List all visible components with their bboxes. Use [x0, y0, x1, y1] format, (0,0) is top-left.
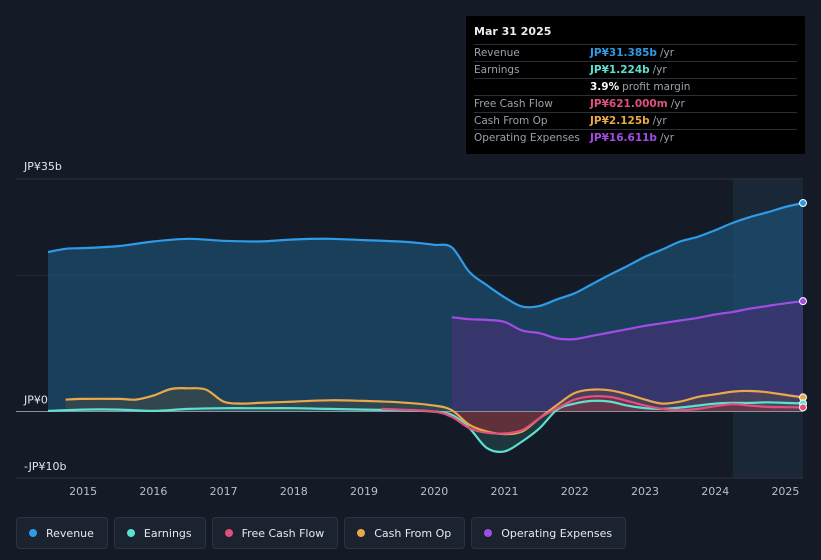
free-cash-flow-area	[381, 396, 803, 434]
tooltip-rows: Revenue JP¥31.385b/yr Earnings JP¥1.224b/yr…	[474, 44, 797, 146]
tooltip-row-value: JP¥621.000m	[590, 98, 668, 110]
y-tick-label-zero: JP¥0	[23, 394, 48, 407]
legend-item-free-cash-flow[interactable]: Free Cash Flow	[211, 517, 339, 549]
x-tick-label: 2020	[420, 485, 448, 498]
legend-item-revenue[interactable]: Revenue	[16, 517, 108, 549]
tooltip-row-label: Earnings	[474, 64, 520, 76]
x-tick-label: 2015	[69, 485, 97, 498]
legend-dot-icon	[357, 529, 366, 537]
tooltip-row: Revenue JP¥31.385b/yr	[474, 44, 797, 61]
tooltip-row: Earnings JP¥1.224b/yr	[474, 61, 797, 78]
x-tick-label: 2025	[771, 485, 799, 498]
x-axis: 2015 2016 2017 2018 2019 2020 2021 2022 2023 2024…	[69, 485, 799, 498]
tooltip-row: Cash From Op JP¥2.125b/yr	[474, 112, 797, 129]
x-tick-label: 2018	[280, 485, 308, 498]
series-lines	[47, 201, 804, 453]
tooltip-row-label: Cash From Op	[474, 115, 548, 127]
x-tick-label: 2017	[210, 485, 238, 498]
operating-expenses-end-point	[799, 297, 807, 306]
tooltip-row-label: Revenue	[474, 47, 520, 59]
legend-item-cash-from-op[interactable]: Cash From Op	[344, 517, 466, 549]
tooltip-row-value: JP¥16.611b	[590, 132, 657, 144]
tooltip-row-unit: profit margin	[622, 81, 691, 93]
x-tick-label: 2022	[561, 485, 589, 498]
tooltip-row-unit: /yr	[659, 132, 675, 144]
legend-dot-icon	[224, 529, 233, 537]
y-tick-label-bottom: -JP¥10b	[24, 460, 66, 473]
legend-item-operating-expenses[interactable]: Operating Expenses	[471, 517, 627, 549]
x-tick-label: 2024	[701, 485, 729, 498]
tooltip-row-value: JP¥1.224b	[590, 64, 650, 76]
x-tick-label: 2023	[631, 485, 659, 498]
tooltip-row-unit: /yr	[652, 115, 667, 127]
y-tick-label-top: JP¥35b	[23, 160, 62, 173]
tooltip-row-label: Operating Expenses	[474, 132, 580, 144]
tooltip-row-label	[474, 79, 590, 95]
legend-label: Free Cash Flow	[241, 526, 325, 540]
free-cash-flow-line	[381, 394, 804, 435]
legend-dot-icon	[29, 529, 37, 537]
legend: Revenue Earnings Free Cash Flow Cash From O…	[16, 517, 627, 549]
x-tick-label: 2019	[350, 485, 378, 498]
legend-label: Cash From Op	[374, 526, 452, 540]
operating-expenses-area	[451, 301, 803, 412]
tooltip-row-value: JP¥31.385b	[590, 47, 657, 59]
revenue-end-point	[799, 199, 807, 208]
tooltip-row: Operating Expenses JP¥16.611b/yr	[474, 129, 797, 146]
tooltip-row-unit: /yr	[652, 64, 667, 76]
x-tick-label: 2021	[491, 485, 519, 498]
tooltip-date: Mar 31 2025	[474, 25, 552, 38]
tooltip-row-unit: /yr	[670, 98, 685, 110]
operating-expenses-line	[451, 300, 804, 341]
earnings-line	[47, 399, 804, 453]
legend-dot-icon	[126, 529, 135, 537]
tooltip-row: Free Cash Flow JP¥621.000m/yr	[474, 95, 797, 112]
tooltip-row-unit: /yr	[659, 47, 675, 59]
legend-label: Earnings	[143, 526, 192, 540]
series-end-markers	[799, 199, 807, 412]
x-tick-label: 2016	[139, 485, 167, 498]
legend-label: Operating Expenses	[501, 526, 613, 540]
tooltip-panel: Mar 31 2025 Revenue JP¥31.385b/yr Earnings…	[466, 16, 805, 154]
revenue-line	[47, 201, 804, 309]
tooltip-row-value: 3.9%	[590, 81, 620, 93]
chart-canvas: JP¥35b JP¥0 -JP¥10b 2015 2016 2017 2018 2019…	[16, 160, 807, 498]
tooltip-row-label: Free Cash Flow	[474, 98, 553, 110]
free-cash-flow-end-point	[799, 403, 807, 412]
tooltip-row-value: JP¥2.125b	[590, 115, 650, 127]
cash-from-op-line	[65, 387, 804, 436]
legend-label: Revenue	[46, 526, 94, 540]
tooltip-row: 3.9% profit margin	[474, 78, 797, 95]
legend-item-earnings[interactable]: Earnings	[113, 517, 206, 549]
legend-dot-icon	[484, 529, 493, 537]
